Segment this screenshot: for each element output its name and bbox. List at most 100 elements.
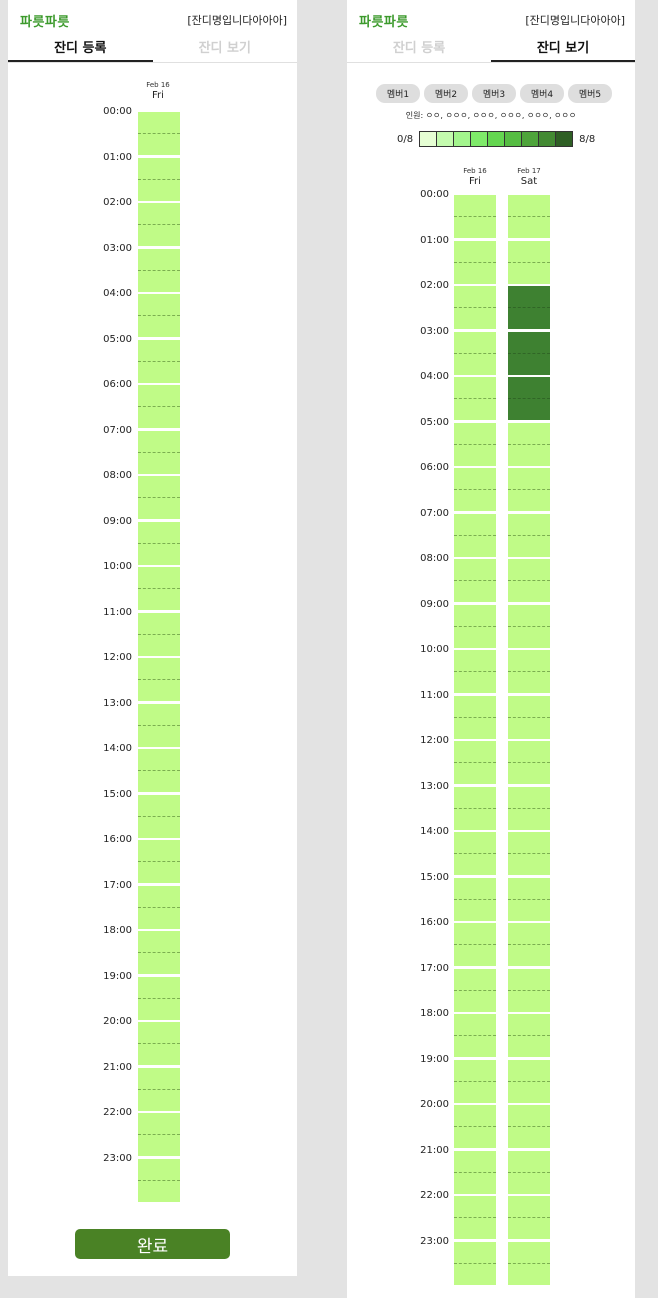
half-hour-divider <box>508 443 550 445</box>
time-slot-cell[interactable] <box>138 1067 180 1111</box>
day-date: Feb 16 <box>463 167 487 175</box>
time-slot-cell[interactable] <box>454 832 496 875</box>
time-slot-cell[interactable] <box>454 1014 496 1057</box>
time-slot-cell[interactable] <box>138 476 180 519</box>
time-label: 02:00 <box>420 280 449 291</box>
time-slot-cell[interactable] <box>454 195 496 238</box>
time-slot-cell[interactable] <box>508 650 550 693</box>
time-slot-cell[interactable] <box>138 385 180 428</box>
time-label: 10:00 <box>103 561 132 572</box>
half-hour-divider <box>508 307 550 308</box>
half-hour-divider <box>508 1262 550 1264</box>
time-slot-cell[interactable] <box>508 786 550 830</box>
time-slot-cell[interactable] <box>138 1158 180 1202</box>
time-slot-cell[interactable] <box>508 695 550 739</box>
time-slot-cell[interactable] <box>138 1022 180 1065</box>
tab-register[interactable]: 잔디 등록 <box>8 38 153 62</box>
time-label: 01:00 <box>420 234 449 246</box>
time-slot-cell[interactable] <box>454 741 496 784</box>
time-slot-cell[interactable] <box>138 112 180 155</box>
time-slot-cell[interactable] <box>454 377 496 420</box>
half-hour-divider <box>454 1217 496 1218</box>
time-slot-cell[interactable] <box>454 1241 496 1285</box>
half-hour-divider <box>138 497 180 498</box>
time-slot-cell[interactable] <box>138 840 180 883</box>
time-slot-cell[interactable] <box>454 604 496 648</box>
time-slot-cell[interactable] <box>138 1113 180 1156</box>
time-slot-cell[interactable] <box>508 195 550 238</box>
time-slot-cell[interactable] <box>454 1059 496 1103</box>
time-slot-cell[interactable] <box>138 157 180 201</box>
tab-view[interactable]: 잔디 보기 <box>198 41 251 56</box>
time-slot-cell[interactable] <box>454 468 496 511</box>
time-slot-cell[interactable] <box>508 968 550 1012</box>
tab-register[interactable]: 잔디 등록 <box>392 41 446 56</box>
time-slot-cell[interactable] <box>508 604 550 648</box>
time-slot-cell[interactable] <box>138 794 180 838</box>
time-slot-cell[interactable] <box>508 1241 550 1285</box>
time-slot-cell[interactable] <box>454 240 496 284</box>
time-slot-cell[interactable] <box>138 567 180 610</box>
time-slot-cell[interactable] <box>508 832 550 875</box>
time-slot-cell[interactable] <box>138 931 180 974</box>
time-slot-cell[interactable] <box>508 377 550 420</box>
member-chip-1[interactable]: 멤버1 <box>376 84 420 103</box>
time-slot-cell[interactable] <box>138 203 180 246</box>
time-slot-cell[interactable] <box>454 1105 496 1148</box>
time-slot-cell[interactable] <box>508 741 550 784</box>
time-slot-cell[interactable] <box>508 513 550 557</box>
time-slot-cell[interactable] <box>138 885 180 929</box>
time-slot-cell[interactable] <box>454 513 496 557</box>
time-slot-cell[interactable] <box>138 430 180 474</box>
time-slot-cell[interactable] <box>138 703 180 747</box>
time-slot-cell[interactable] <box>508 877 550 921</box>
half-hour-divider <box>454 398 496 399</box>
member-chip-3[interactable]: 멤버3 <box>472 84 516 103</box>
member-chip-4[interactable]: 멤버4 <box>520 84 564 103</box>
time-slot-cell[interactable] <box>508 331 550 375</box>
time-slot-cell[interactable] <box>138 658 180 701</box>
time-slot-cell[interactable] <box>138 612 180 656</box>
time-slot-cell[interactable] <box>138 339 180 383</box>
time-slot-cell[interactable] <box>508 422 550 466</box>
time-slot-cell[interactable] <box>508 468 550 511</box>
time-slot-cell[interactable] <box>454 923 496 966</box>
time-slot-cell[interactable] <box>454 286 496 329</box>
time-slot-cell[interactable] <box>138 248 180 292</box>
time-slot-cell[interactable] <box>138 294 180 337</box>
half-hour-divider <box>138 360 180 362</box>
half-hour-divider <box>138 997 180 999</box>
time-label: 17:00 <box>103 879 132 891</box>
member-chip-2[interactable]: 멤버2 <box>424 84 468 103</box>
time-slot-cell[interactable] <box>138 749 180 792</box>
time-slot-cell[interactable] <box>508 1196 550 1239</box>
time-label: 09:00 <box>420 598 449 610</box>
time-slot-cell[interactable] <box>454 331 496 375</box>
time-slot-cell[interactable] <box>508 286 550 329</box>
time-slot-cell[interactable] <box>454 877 496 921</box>
time-slot-cell[interactable] <box>508 923 550 966</box>
scale-swatch <box>539 132 557 146</box>
time-slot-cell[interactable] <box>454 650 496 693</box>
time-slot-cell[interactable] <box>508 559 550 602</box>
time-slot-cell[interactable] <box>508 1059 550 1103</box>
time-slot-cell[interactable] <box>454 786 496 830</box>
time-slot-cell[interactable] <box>454 1150 496 1194</box>
time-slot-cell[interactable] <box>138 976 180 1020</box>
half-hour-divider <box>454 1035 496 1036</box>
done-button[interactable]: 완료 <box>75 1229 230 1259</box>
member-chip-5[interactable]: 멤버5 <box>568 84 612 103</box>
time-label: 19:00 <box>420 1053 449 1065</box>
time-slot-cell[interactable] <box>454 1196 496 1239</box>
time-slot-cell[interactable] <box>454 695 496 739</box>
time-slot-cell[interactable] <box>508 1014 550 1057</box>
time-label: 15:00 <box>103 788 132 800</box>
time-slot-cell[interactable] <box>454 968 496 1012</box>
time-slot-cell[interactable] <box>508 240 550 284</box>
time-slot-cell[interactable] <box>454 559 496 602</box>
time-slot-cell[interactable] <box>508 1150 550 1194</box>
tab-view[interactable]: 잔디 보기 <box>491 38 635 62</box>
time-slot-cell[interactable] <box>454 422 496 466</box>
time-slot-cell[interactable] <box>138 521 180 565</box>
time-slot-cell[interactable] <box>508 1105 550 1148</box>
